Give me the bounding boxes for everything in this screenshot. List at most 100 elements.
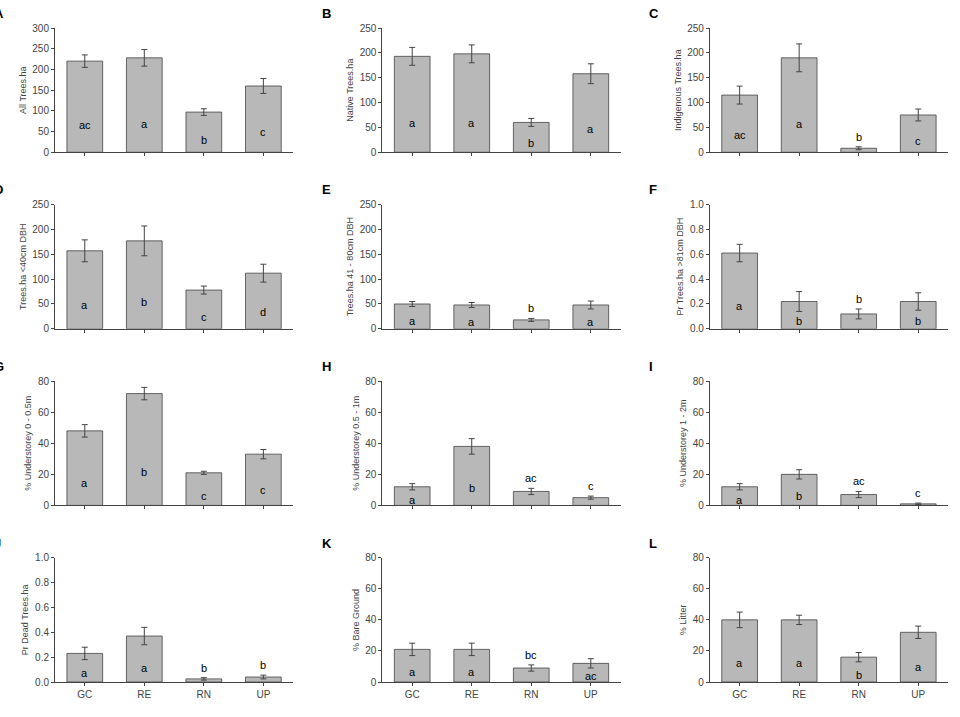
svg-text:a: a [409, 315, 416, 327]
svg-text:a: a [915, 661, 922, 673]
svg-text:a: a [409, 666, 416, 678]
svg-text:ac: ac [79, 119, 91, 131]
svg-text:a: a [736, 657, 743, 669]
svg-text:c: c [201, 311, 207, 323]
svg-text:b: b [469, 482, 475, 494]
svg-text:a: a [81, 477, 88, 489]
svg-text:0: 0 [43, 323, 49, 334]
svg-text:0: 0 [43, 500, 49, 511]
svg-text:b: b [141, 466, 147, 478]
svg-text:20: 20 [38, 469, 50, 480]
svg-text:50: 50 [365, 122, 377, 133]
svg-text:0.6: 0.6 [690, 249, 704, 260]
svg-text:60: 60 [693, 583, 705, 594]
svg-text:% Understorey 0.5 - 1m: % Understorey 0.5 - 1m [351, 396, 361, 491]
svg-text:Trees.ha 41 - 80cm DBH: Trees.ha 41 - 80cm DBH [345, 217, 355, 316]
svg-text:Native Trees.ha: Native Trees.ha [345, 59, 355, 122]
svg-text:0.8: 0.8 [690, 224, 704, 235]
svg-text:% Bare Ground: % Bare Ground [351, 589, 361, 651]
svg-text:200: 200 [687, 47, 704, 58]
svg-text:250: 250 [360, 199, 377, 210]
svg-text:RE: RE [137, 689, 151, 700]
svg-text:50: 50 [365, 298, 377, 309]
svg-text:80: 80 [365, 552, 377, 563]
svg-text:100: 100 [360, 97, 377, 108]
svg-text:100: 100 [687, 97, 704, 108]
svg-text:bc: bc [525, 649, 537, 661]
svg-text:150: 150 [32, 249, 49, 260]
svg-text:RN: RN [197, 689, 211, 700]
svg-text:60: 60 [38, 407, 50, 418]
svg-text:a: a [468, 316, 475, 328]
svg-text:GC: GC [405, 689, 420, 700]
svg-text:D: D [0, 182, 3, 197]
svg-text:0: 0 [371, 677, 377, 688]
svg-text:a: a [587, 316, 594, 328]
svg-text:200: 200 [32, 64, 49, 75]
svg-text:1.0: 1.0 [35, 552, 49, 563]
svg-text:a: a [796, 657, 803, 669]
svg-text:c: c [588, 480, 594, 492]
svg-text:a: a [736, 494, 743, 506]
svg-text:All Trees.ha: All Trees.ha [18, 66, 28, 114]
svg-text:0.2: 0.2 [690, 298, 704, 309]
svg-text:200: 200 [360, 224, 377, 235]
svg-text:a: a [796, 118, 803, 130]
svg-text:K: K [322, 536, 332, 551]
svg-text:RN: RN [524, 689, 538, 700]
svg-text:b: b [796, 490, 802, 502]
svg-text:0: 0 [371, 500, 377, 511]
svg-text:300: 300 [32, 23, 49, 34]
svg-text:40: 40 [693, 614, 705, 625]
svg-text:0: 0 [371, 147, 377, 158]
svg-text:UP: UP [911, 689, 925, 700]
svg-text:c: c [260, 484, 266, 496]
svg-text:b: b [260, 659, 266, 671]
svg-text:60: 60 [365, 583, 377, 594]
svg-text:b: b [528, 302, 534, 314]
svg-text:I: I [649, 359, 653, 374]
svg-text:F: F [649, 182, 657, 197]
svg-text:0.0: 0.0 [690, 323, 704, 334]
svg-text:20: 20 [365, 645, 377, 656]
svg-text:50: 50 [693, 122, 705, 133]
svg-text:a: a [141, 662, 148, 674]
svg-text:0.2: 0.2 [35, 652, 49, 663]
svg-text:b: b [856, 131, 862, 143]
svg-text:a: a [81, 667, 88, 679]
svg-text:% Understorey 1 - 2m: % Understorey 1 - 2m [678, 400, 688, 488]
svg-text:0.4: 0.4 [35, 627, 49, 638]
svg-text:ac: ac [585, 670, 597, 682]
svg-text:20: 20 [693, 645, 705, 656]
svg-text:A: A [0, 6, 4, 21]
svg-text:G: G [0, 359, 4, 374]
svg-text:40: 40 [365, 438, 377, 449]
svg-text:150: 150 [32, 85, 49, 96]
svg-text:0.0: 0.0 [35, 677, 49, 688]
svg-text:0: 0 [43, 147, 49, 158]
svg-text:0: 0 [698, 500, 704, 511]
svg-text:% Understorey 0 - 0.5m: % Understorey 0 - 0.5m [23, 396, 33, 491]
svg-text:0: 0 [698, 147, 704, 158]
svg-text:80: 80 [693, 376, 705, 387]
svg-text:J: J [0, 536, 1, 551]
svg-text:b: b [201, 134, 207, 146]
svg-text:a: a [587, 123, 594, 135]
svg-text:80: 80 [365, 376, 377, 387]
svg-text:UP: UP [256, 689, 270, 700]
svg-text:0: 0 [698, 677, 704, 688]
svg-text:GC: GC [732, 689, 747, 700]
svg-text:100: 100 [32, 105, 49, 116]
svg-text:d: d [260, 306, 266, 318]
svg-text:b: b [856, 293, 862, 305]
svg-text:40: 40 [693, 438, 705, 449]
svg-text:b: b [915, 315, 921, 327]
svg-text:80: 80 [693, 552, 705, 563]
svg-text:100: 100 [360, 274, 377, 285]
svg-text:200: 200 [32, 224, 49, 235]
svg-text:GC: GC [77, 689, 92, 700]
svg-text:60: 60 [693, 407, 705, 418]
svg-text:Pr Trees.ha >81cm DBH: Pr Trees.ha >81cm DBH [675, 218, 685, 316]
svg-text:c: c [260, 126, 266, 138]
svg-text:UP: UP [584, 689, 598, 700]
